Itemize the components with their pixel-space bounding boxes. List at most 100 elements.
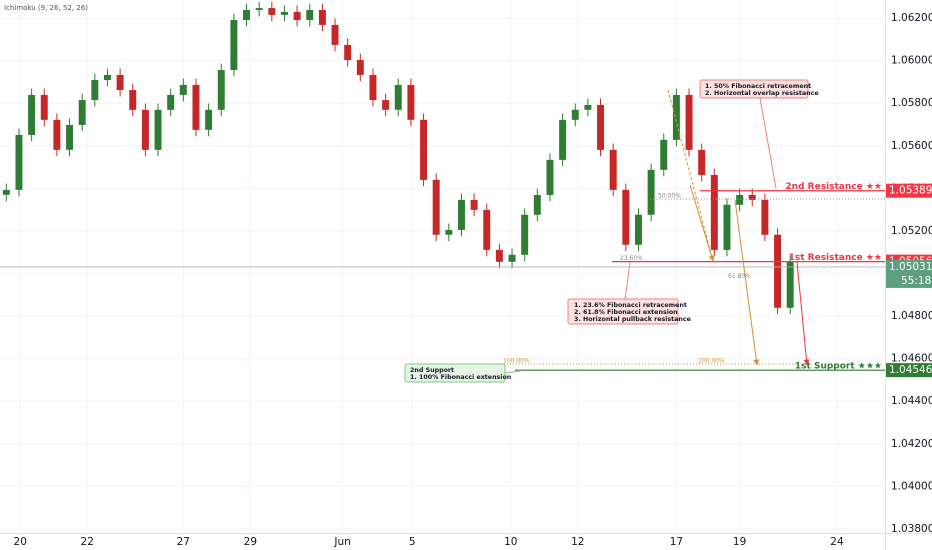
candle-body [685,94,693,150]
annotation: 2nd Support 1. 100% Fibonacci extension [404,363,511,383]
candle-body [457,199,465,230]
candle-body [508,254,516,262]
annotation-text: 1. 23.6% Fibonacci retracement [574,302,687,309]
pointer [624,261,631,301]
candle-body [559,119,567,160]
level-name: 1st Support ★★★ [795,362,882,372]
y-tick-label: 1.06200 [891,12,932,24]
candle-body [495,249,503,262]
y-tick-label: 1.04400 [891,395,932,407]
candle-body [761,199,769,235]
candle-body [647,169,655,215]
arrow [667,89,715,262]
candle-body [546,159,554,195]
x-tick-label: 5 [409,536,416,548]
candle-body [217,70,225,110]
candle-body [420,119,428,180]
candle-body [280,11,288,15]
candle-body [2,189,10,195]
candle-body [356,60,364,75]
candle-body [53,119,61,150]
countdown: 55:18 [901,275,931,287]
candle-body [205,109,213,130]
candle-body [748,194,756,200]
candle-body [672,94,680,140]
candle-body [28,94,36,135]
candle-body [40,94,48,120]
y-tick-label: 1.06000 [891,55,932,67]
candle-body [369,74,377,101]
y-tick-label: 1.05200 [891,225,932,237]
x-tick-label: Jun [333,536,350,548]
x-tick-label: 17 [670,536,683,548]
candle-body [344,44,352,61]
candle-body [660,139,668,170]
candle-body [179,84,187,95]
candle-body [710,174,718,250]
level-name: 2nd Resistance ★★ [785,182,882,192]
candle-body [432,179,440,235]
candle-body [78,100,86,125]
x-tick-label: 27 [177,536,190,548]
candle-body [15,134,23,190]
candle-body [103,74,111,81]
price-badge-label: 1.05389 [889,185,932,197]
annotation-text: 2nd Support [410,367,454,374]
candle-body [116,74,124,91]
y-tick-label: 1.05600 [891,140,932,152]
candle-body [609,149,617,190]
candle-body [470,199,478,210]
price-badge-label: 1.04546 [889,364,932,376]
level-name: 1st Resistance ★★ [789,253,882,263]
candle-body [91,80,99,101]
candle-body [571,109,579,120]
candle-body [597,104,605,150]
annotation-text: 3. Horizontal pullback resistance [574,316,691,323]
y-tick-label: 1.04200 [891,438,932,450]
candle-body [331,24,339,45]
fib-label: 61.80% [728,273,751,280]
candle-body [268,8,276,15]
candle-body [141,109,149,150]
candle-body [129,90,137,110]
y-tick-label: 1.04800 [891,310,932,322]
pointer [504,370,521,374]
annotation: 1. 23.6% Fibonacci retracement 2. 61.8% … [567,298,691,325]
candle-body [394,84,402,110]
candle-body [243,10,251,21]
candle-body [698,149,706,175]
candle-body [66,124,74,150]
indicator-label: Ichimoku (9, 26, 52, 26) [4,4,88,12]
x-tick-label: 19 [733,536,746,548]
price-badge [886,363,932,378]
y-tick-label: 1.04000 [891,480,932,492]
candle-body [230,20,238,71]
y-tick-label: 1.05800 [891,97,932,109]
price-badge-label: 1.05031 [889,261,932,273]
candle-body [445,229,453,235]
x-tick-label: 20 [14,536,27,548]
x-tick-label: 24 [830,536,844,548]
price-badge [886,259,932,288]
candle-body [483,209,491,250]
candle-body [382,100,390,110]
candle-body [192,84,200,130]
candle-body [774,234,782,308]
candle-body [786,261,794,308]
candle-body [533,194,541,215]
candle-body [255,8,263,11]
pointer [759,97,777,189]
candle-body [736,194,744,205]
candle-body [407,84,415,120]
price-badge [886,183,932,198]
arrow [796,261,810,366]
annotation-text: 1. 100% Fibonacci extension [410,374,511,381]
candle-body [154,109,162,150]
fib-label: 50.00% [658,193,681,200]
x-tick-label: 22 [81,536,94,548]
y-tick-label: 1.03800 [891,523,932,535]
arrow [734,199,760,366]
candle-body [521,214,529,255]
annotation: 1. 50% Fibonacci retracement 2. Horizont… [699,79,819,99]
